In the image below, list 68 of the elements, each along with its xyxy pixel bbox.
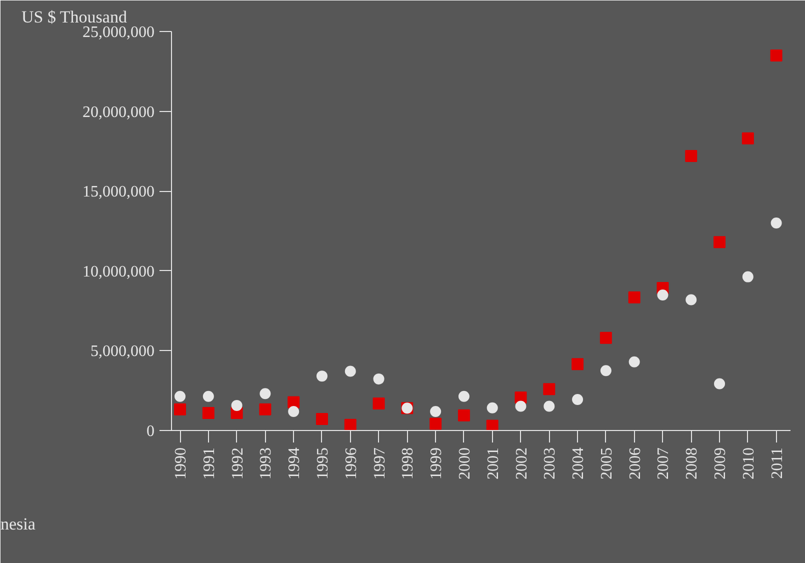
point bbox=[544, 400, 555, 412]
point bbox=[260, 388, 271, 400]
x-tick-label: 1990 bbox=[172, 448, 190, 480]
x-tick-label: 1992 bbox=[229, 448, 246, 480]
point bbox=[316, 370, 328, 382]
x-tick-label: 2003 bbox=[542, 448, 559, 480]
point bbox=[714, 378, 726, 390]
x-tick-label: 1995 bbox=[314, 448, 332, 480]
point bbox=[770, 49, 782, 62]
point bbox=[572, 358, 584, 370]
y-tick-label: 5,000,000 bbox=[90, 343, 154, 360]
point bbox=[600, 332, 612, 344]
x-tick-label: 1997 bbox=[371, 448, 388, 480]
x-tick-label: 2008 bbox=[684, 448, 701, 480]
point bbox=[344, 418, 356, 430]
point bbox=[486, 402, 498, 414]
text: nesia bbox=[0, 514, 36, 534]
point bbox=[202, 390, 214, 402]
point bbox=[458, 409, 470, 422]
y-tick-label: 0 bbox=[146, 423, 154, 440]
point bbox=[600, 365, 612, 376]
x-tick-label: 2005 bbox=[598, 448, 616, 480]
x-tick-label: 1993 bbox=[258, 448, 275, 480]
y-tick-label: 20,000,000 bbox=[82, 104, 154, 121]
point bbox=[174, 390, 186, 402]
x-tick-label: 2007 bbox=[655, 448, 672, 480]
point bbox=[714, 236, 726, 248]
point bbox=[373, 373, 384, 384]
point bbox=[486, 420, 498, 430]
point bbox=[657, 290, 668, 300]
point bbox=[316, 413, 328, 426]
x-tick-label: 1996 bbox=[342, 448, 360, 480]
x-tick-label: 1998 bbox=[400, 448, 417, 480]
point bbox=[288, 406, 300, 417]
point bbox=[628, 291, 640, 304]
point bbox=[628, 356, 640, 368]
x-tick-label: 2011 bbox=[768, 448, 786, 479]
x-tick-label: 2002 bbox=[513, 448, 530, 480]
point bbox=[572, 394, 584, 406]
point bbox=[430, 406, 442, 417]
x-tick-label: 2004 bbox=[570, 448, 588, 480]
y-tick-label: 15,000,000 bbox=[82, 184, 154, 201]
point bbox=[686, 294, 697, 306]
point bbox=[259, 403, 272, 416]
y-tick-label: 25,000,000 bbox=[82, 24, 154, 41]
point bbox=[231, 400, 242, 411]
y-axis-title: US $ Thousand bbox=[22, 8, 128, 26]
point bbox=[742, 271, 754, 282]
x-tick-label: 1991 bbox=[200, 448, 218, 480]
x-tick-label: 2001 bbox=[484, 448, 502, 480]
point bbox=[372, 398, 385, 410]
point bbox=[770, 218, 782, 229]
x-tick-label: 1994 bbox=[286, 448, 304, 480]
point bbox=[430, 418, 442, 430]
point bbox=[458, 390, 470, 402]
point bbox=[202, 406, 214, 419]
point bbox=[685, 150, 698, 162]
y-tick-label: 10,000,000 bbox=[82, 263, 154, 280]
x-tick-label: 2009 bbox=[712, 448, 730, 480]
x-tick-label: 2006 bbox=[626, 448, 644, 480]
x-tick-label: 2000 bbox=[456, 448, 474, 480]
x-tick-label: 1999 bbox=[428, 448, 446, 480]
x-tick-label: 2010 bbox=[740, 448, 758, 480]
point bbox=[742, 132, 754, 144]
point bbox=[543, 383, 556, 396]
point bbox=[174, 403, 186, 416]
point bbox=[344, 366, 356, 377]
point bbox=[515, 400, 526, 412]
